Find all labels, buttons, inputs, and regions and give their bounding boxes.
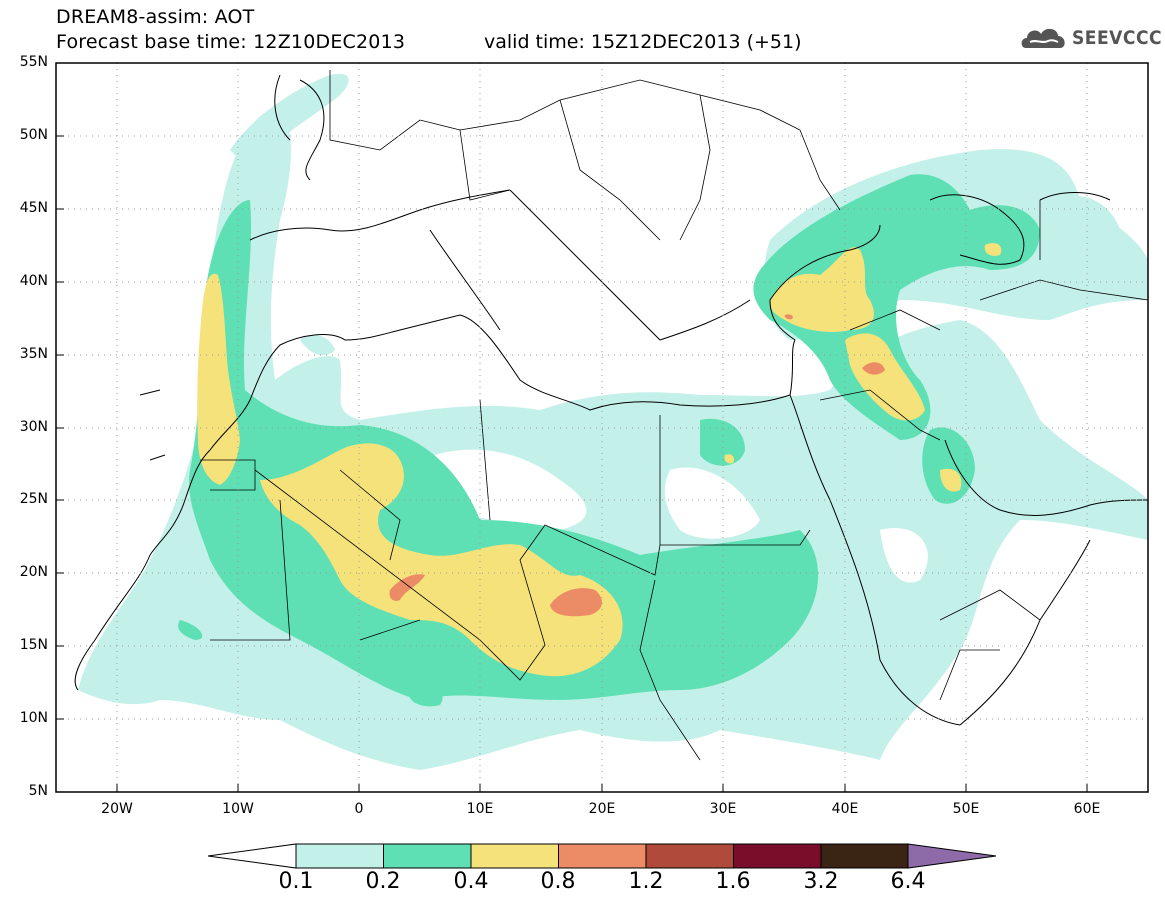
lon-label: 10E bbox=[466, 801, 494, 817]
lat-label: 40N bbox=[19, 273, 48, 289]
lat-label: 55N bbox=[19, 54, 48, 70]
coastlines bbox=[74, 74, 1148, 726]
lat-label: 50N bbox=[19, 127, 48, 143]
aot-contour-0-8 bbox=[389, 314, 885, 617]
colorbar-label: 6.4 bbox=[890, 869, 926, 894]
graticule bbox=[56, 63, 1148, 792]
colorbar-label: 0.2 bbox=[365, 869, 401, 894]
colorbar-label: 0.4 bbox=[453, 869, 489, 894]
lon-label: 10W bbox=[222, 801, 254, 817]
lat-label: 30N bbox=[19, 419, 48, 435]
lon-label: 20E bbox=[588, 801, 616, 817]
valid-time: valid time: 15Z12DEC2013 (+51) bbox=[484, 31, 802, 53]
lon-label: 60E bbox=[1073, 801, 1101, 817]
map-title: DREAM8-assim: AOT bbox=[56, 6, 255, 28]
lat-label: 25N bbox=[19, 491, 48, 507]
lat-label: 35N bbox=[19, 346, 48, 362]
colorbar-label: 0.1 bbox=[278, 869, 314, 894]
colorbar-label: 1.6 bbox=[715, 869, 751, 894]
logo-text: SEEVCCC bbox=[1072, 27, 1163, 49]
axis-ticks bbox=[56, 135, 1088, 792]
lon-label: 30E bbox=[709, 801, 737, 817]
colorbar-label: 0.8 bbox=[540, 869, 576, 894]
lon-label: 20W bbox=[101, 801, 133, 817]
country-borders bbox=[200, 70, 1148, 761]
lat-label: 45N bbox=[19, 200, 48, 216]
cloud-icon bbox=[1021, 28, 1065, 48]
colorbar-label: 1.2 bbox=[628, 869, 664, 894]
seevccc-logo: SEEVCCC bbox=[1018, 22, 1162, 58]
lat-label: 10N bbox=[19, 710, 48, 726]
forecast-base-time: Forecast base time: 12Z10DEC2013 bbox=[56, 31, 406, 53]
lat-label: 15N bbox=[19, 637, 48, 653]
aot-contour-0-4 bbox=[197, 243, 1002, 677]
lat-label: 5N bbox=[28, 783, 48, 799]
lon-label: 50E bbox=[952, 801, 980, 817]
lat-label: 20N bbox=[19, 564, 48, 580]
colorbar-label: 3.2 bbox=[803, 869, 839, 894]
lon-label: 40E bbox=[831, 801, 859, 817]
lon-label: 0 bbox=[354, 801, 364, 817]
